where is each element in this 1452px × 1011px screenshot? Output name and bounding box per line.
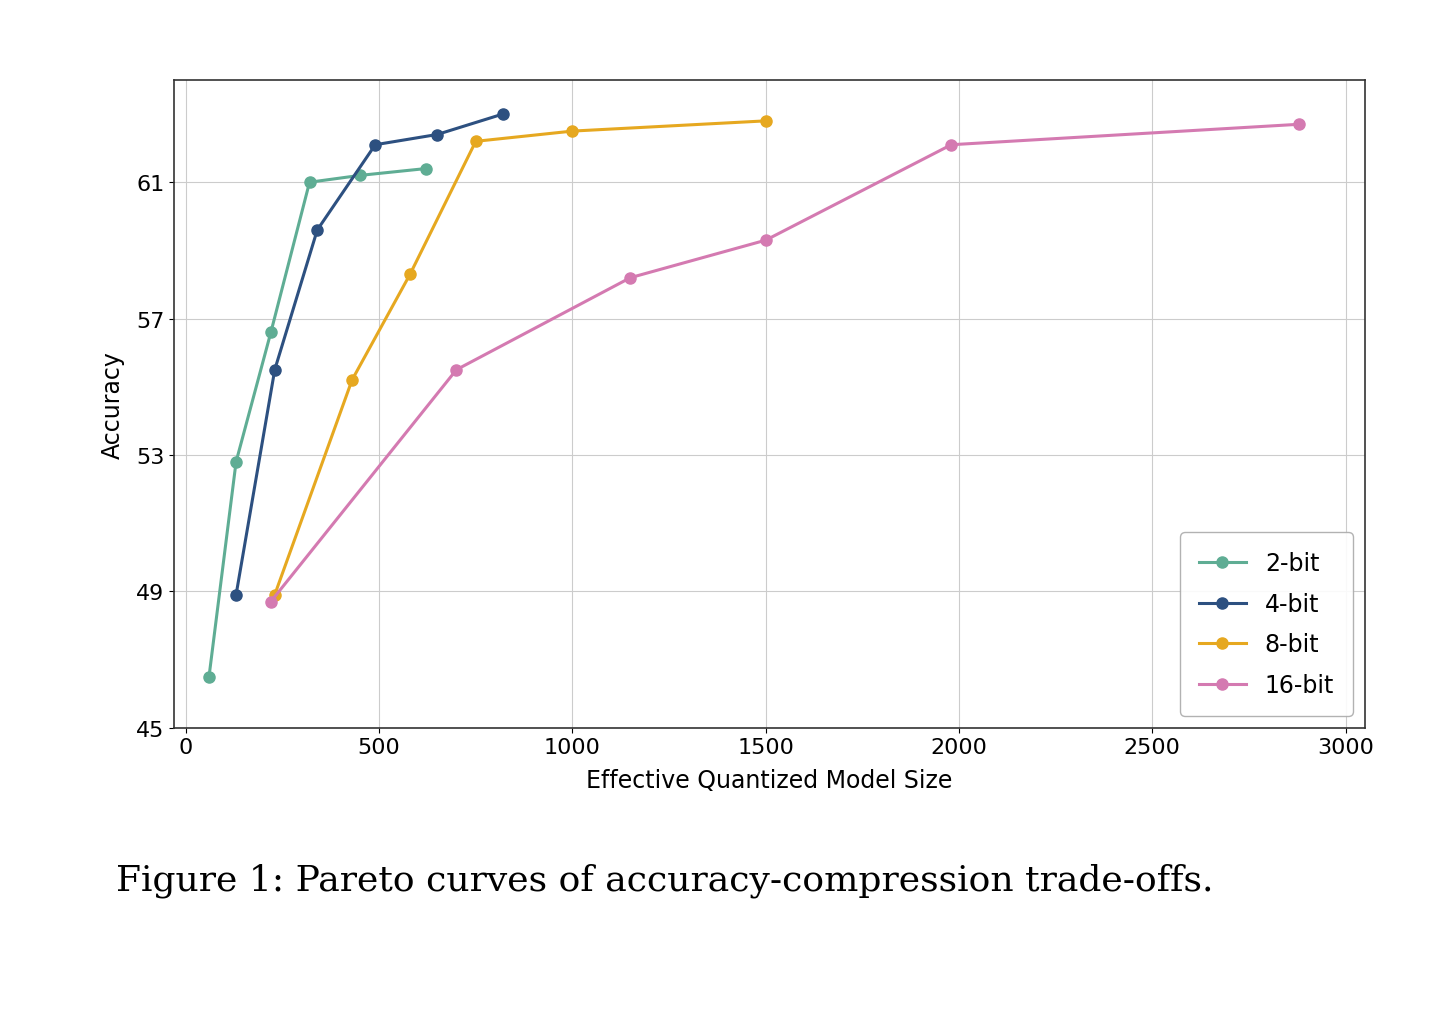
4-bit: [266, 364, 283, 376]
4-bit: [494, 109, 511, 121]
Line: 4-bit: 4-bit: [231, 109, 508, 601]
8-bit: [563, 126, 581, 139]
2-bit: [200, 670, 218, 682]
8-bit: [401, 269, 418, 281]
2-bit: [301, 177, 318, 189]
X-axis label: Effective Quantized Model Size: Effective Quantized Model Size: [587, 768, 953, 793]
Line: 8-bit: 8-bit: [269, 116, 771, 601]
16-bit: [621, 272, 639, 284]
16-bit: [447, 364, 465, 376]
Text: Figure 1: Pareto curves of accuracy-compression trade-offs.: Figure 1: Pareto curves of accuracy-comp…: [116, 862, 1214, 897]
16-bit: [756, 235, 774, 247]
16-bit: [1291, 119, 1308, 131]
8-bit: [756, 115, 774, 127]
Line: 16-bit: 16-bit: [266, 119, 1305, 608]
4-bit: [428, 129, 446, 142]
4-bit: [366, 140, 383, 152]
8-bit: [468, 136, 485, 149]
8-bit: [266, 589, 283, 602]
16-bit: [942, 140, 960, 152]
2-bit: [228, 456, 245, 468]
Legend: 2-bit, 4-bit, 8-bit, 16-bit: 2-bit, 4-bit, 8-bit, 16-bit: [1180, 533, 1353, 716]
Line: 2-bit: 2-bit: [203, 164, 431, 682]
Y-axis label: Accuracy: Accuracy: [102, 351, 125, 458]
16-bit: [263, 595, 280, 608]
8-bit: [343, 374, 360, 386]
2-bit: [417, 164, 434, 176]
2-bit: [263, 327, 280, 339]
2-bit: [351, 170, 369, 182]
4-bit: [228, 589, 245, 602]
4-bit: [309, 224, 327, 237]
